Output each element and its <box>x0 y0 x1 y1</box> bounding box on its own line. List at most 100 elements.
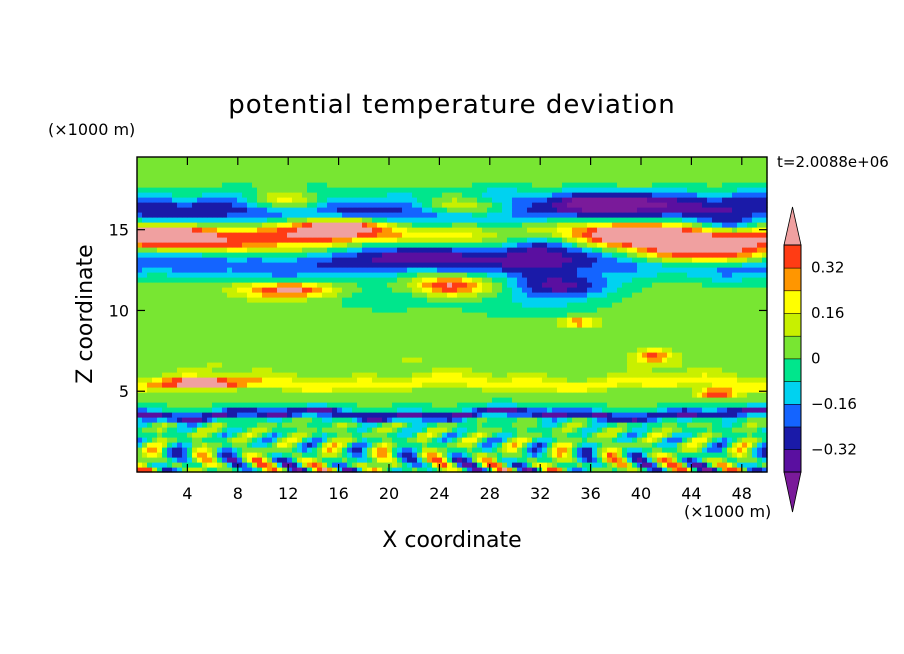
field-cell <box>467 337 473 343</box>
field-cell <box>252 337 258 343</box>
field-cell <box>687 372 693 378</box>
field-cell <box>707 432 713 438</box>
field-cell <box>647 307 653 313</box>
field-cell <box>187 292 193 298</box>
field-cell <box>317 367 323 373</box>
field-cell <box>417 457 423 463</box>
field-cell <box>497 467 503 473</box>
field-cell <box>517 282 523 288</box>
field-cell <box>562 462 568 468</box>
field-cell <box>737 347 743 353</box>
field-cell <box>727 297 733 303</box>
field-cell <box>377 342 383 348</box>
field-cell <box>477 392 483 398</box>
field-cell <box>727 342 733 348</box>
field-cell <box>262 407 268 413</box>
field-cell <box>552 417 558 423</box>
field-cell <box>202 422 208 428</box>
field-cell <box>387 272 393 278</box>
field-cell <box>397 312 403 318</box>
field-cell <box>247 347 253 353</box>
field-cell <box>397 427 403 433</box>
field-cell <box>737 332 743 338</box>
field-cell <box>487 442 493 448</box>
field-cell <box>627 422 633 428</box>
field-cell <box>302 282 308 288</box>
field-cell <box>207 277 213 283</box>
field-cell <box>552 452 558 458</box>
field-cell <box>517 377 523 383</box>
field-cell <box>692 342 698 348</box>
field-cell <box>402 282 408 288</box>
field-cell <box>412 447 418 453</box>
field-cell <box>652 452 658 458</box>
field-cell <box>492 402 498 408</box>
field-cell <box>202 307 208 313</box>
field-cell <box>292 467 298 473</box>
field-cell <box>137 287 143 293</box>
field-cell <box>507 292 513 298</box>
field-cell <box>252 402 258 408</box>
field-cell <box>677 452 683 458</box>
field-cell <box>727 287 733 293</box>
field-cell <box>182 357 188 363</box>
field-cell <box>467 367 473 373</box>
field-cell <box>572 402 578 408</box>
field-cell <box>377 302 383 308</box>
field-cell <box>332 422 338 428</box>
field-cell <box>257 462 263 468</box>
field-cell <box>607 437 613 443</box>
field-cell <box>322 427 328 433</box>
field-cell <box>667 447 673 453</box>
field-cell <box>657 332 663 338</box>
field-cell <box>662 287 668 293</box>
field-cell <box>397 447 403 453</box>
field-cell <box>392 337 398 343</box>
field-cell <box>497 377 503 383</box>
field-cell <box>247 302 253 308</box>
field-cell <box>422 312 428 318</box>
field-cell <box>597 322 603 328</box>
field-cell <box>477 277 483 283</box>
field-cell <box>162 272 168 278</box>
field-cell <box>537 337 543 343</box>
field-cell <box>577 327 583 333</box>
field-cell <box>532 422 538 428</box>
field-cell <box>317 437 323 443</box>
field-cell <box>732 367 738 373</box>
field-cell <box>232 452 238 458</box>
field-cell <box>502 372 508 378</box>
field-cell <box>282 452 288 458</box>
field-cell <box>182 352 188 358</box>
field-cell <box>732 377 738 383</box>
field-cell <box>512 447 518 453</box>
field-cell <box>427 297 433 303</box>
field-cell <box>542 437 548 443</box>
field-cell <box>527 417 533 423</box>
field-cell <box>522 272 528 278</box>
field-cell <box>382 382 388 388</box>
field-cell <box>357 302 363 308</box>
field-cell <box>252 352 258 358</box>
field-cell <box>222 427 228 433</box>
field-cell <box>367 327 373 333</box>
field-cell <box>757 277 763 283</box>
field-cell <box>472 397 478 403</box>
field-cell <box>537 367 543 373</box>
field-cell <box>152 442 158 448</box>
field-cell <box>632 347 638 353</box>
field-cell <box>612 387 618 393</box>
field-cell <box>287 287 293 293</box>
field-cell <box>327 397 333 403</box>
field-cell <box>747 277 753 283</box>
field-cell <box>707 352 713 358</box>
field-cell <box>382 287 388 293</box>
field-cell <box>302 402 308 408</box>
field-cell <box>617 377 623 383</box>
field-cell <box>192 372 198 378</box>
field-cell <box>442 322 448 328</box>
field-cell <box>242 372 248 378</box>
field-cell <box>662 402 668 408</box>
field-cell <box>572 417 578 423</box>
field-cell <box>187 437 193 443</box>
